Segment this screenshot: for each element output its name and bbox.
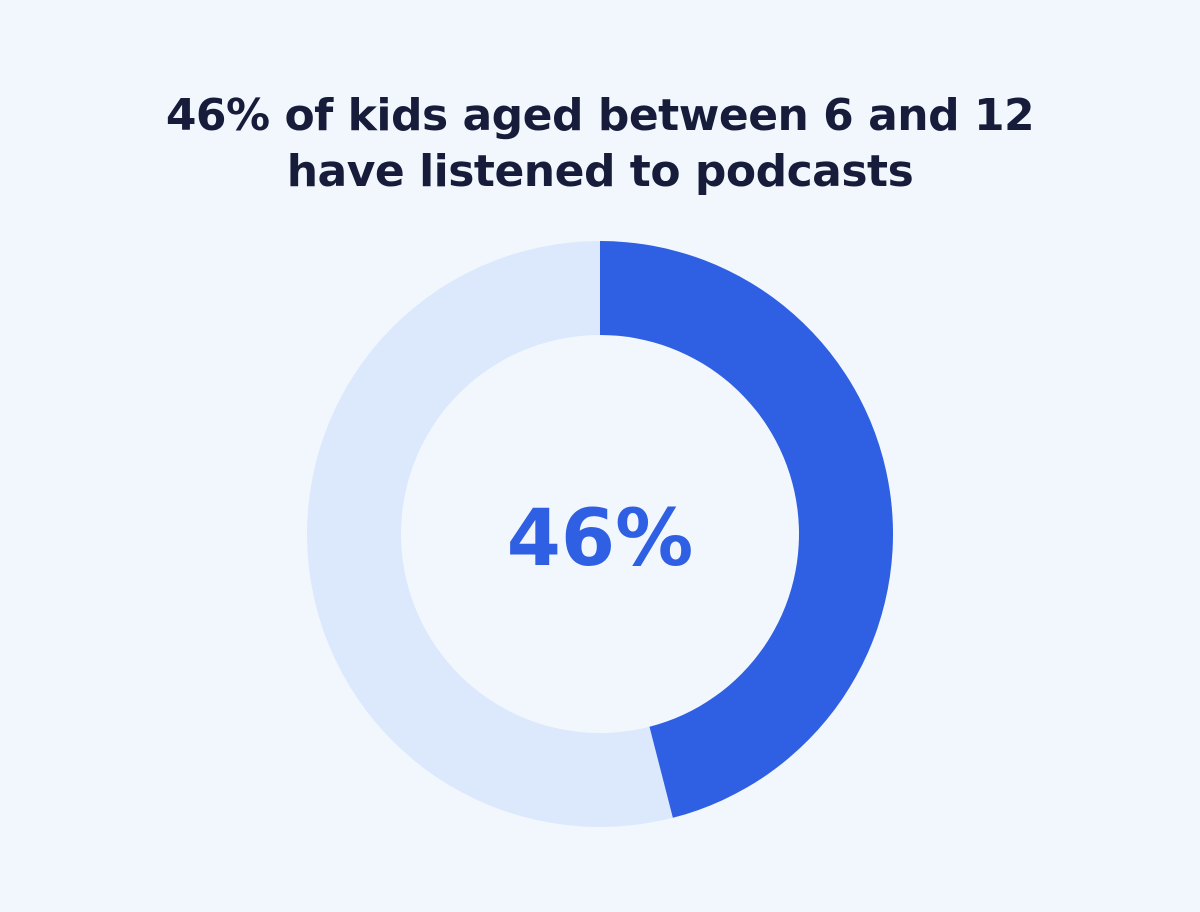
- donut-slice-listened: [600, 241, 893, 818]
- donut-center-label: 46%: [507, 494, 694, 584]
- donut-slice-remainder: [306, 240, 673, 827]
- chart-title: 46% of kids aged between 6 and 12 have l…: [0, 88, 1200, 200]
- chart-title-line-2: have listened to podcasts: [286, 146, 914, 197]
- chart-title-line-1: 46% of kids aged between 6 and 12: [165, 90, 1035, 141]
